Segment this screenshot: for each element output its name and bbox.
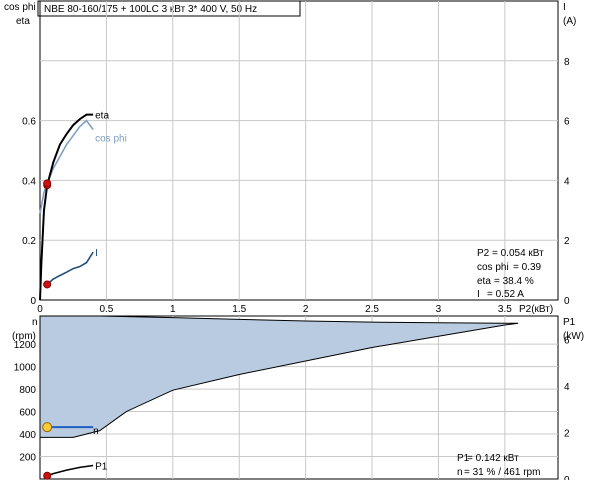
x-tick-label: 2.5 bbox=[365, 304, 379, 315]
top-gridlines bbox=[40, 1, 558, 300]
x-tick-label: 2 bbox=[303, 304, 309, 315]
y-label-rpm: (rpm) bbox=[12, 331, 36, 342]
readout-eta-value: = 38.4 % bbox=[494, 276, 534, 287]
current-operating-point bbox=[43, 280, 52, 289]
bottom-tick-labels: 200 400 600 800 1000 1200 0 2 4 6 bbox=[14, 335, 570, 480]
eta-line bbox=[39, 113, 94, 301]
readout-i-label: I bbox=[477, 289, 480, 300]
current-series-label: I bbox=[95, 248, 98, 259]
y-label-n: n bbox=[32, 317, 38, 328]
readout-n-value: = 31 % / 461 rpm bbox=[464, 467, 540, 478]
x-tick-label: 1 bbox=[170, 304, 176, 315]
operating-point-markers bbox=[42, 179, 53, 480]
y-label-p1: P1 bbox=[563, 317, 576, 328]
x-tick-label: 3 bbox=[436, 304, 442, 315]
x-tick-label: 3.5 bbox=[498, 304, 512, 315]
y-label-i-unit: (A) bbox=[563, 16, 576, 27]
y-tick-label-right: 8 bbox=[564, 57, 570, 68]
y-tick-label-right: 0 bbox=[564, 475, 570, 480]
y-label-kw: (kW) bbox=[563, 331, 584, 342]
speed-range-area bbox=[39, 315, 519, 438]
p1-series-label: P1 bbox=[95, 461, 108, 472]
top-series-lines: eta cos phi I bbox=[39, 111, 127, 301]
y-tick-label-right: 4 bbox=[564, 176, 570, 187]
cos-phi-series-label: cos phi bbox=[95, 134, 127, 145]
y-tick-label-right: 0 bbox=[564, 296, 570, 307]
y-tick-label-left: 0.2 bbox=[22, 236, 36, 247]
y-tick-label-right: 2 bbox=[564, 236, 570, 247]
readout-eta-label: eta bbox=[477, 276, 491, 287]
readout-p1-value: = 0.142 кВт bbox=[467, 453, 519, 464]
readout-n-label: n bbox=[457, 467, 463, 478]
y-tick-label-left: 0.6 bbox=[22, 117, 36, 128]
readout-bottom: P1 = 0.142 кВт n = 31 % / 461 rpm bbox=[457, 453, 540, 478]
p1-operating-point bbox=[43, 471, 52, 480]
speed-operating-point bbox=[42, 422, 53, 433]
y-tick-label-right: 4 bbox=[564, 382, 570, 393]
y-tick-label-left: 1200 bbox=[14, 340, 37, 351]
speed-line-label: n bbox=[93, 426, 99, 437]
y-tick-label-left: 0 bbox=[30, 296, 36, 307]
y-tick-label-left: 0.4 bbox=[22, 176, 36, 187]
p1-line bbox=[46, 464, 94, 477]
readout-i-value: = 0.52 A bbox=[487, 289, 524, 300]
top-plot-frame bbox=[39, 0, 559, 301]
y-tick-label-left: 400 bbox=[19, 430, 36, 441]
chart-title: NBE 80-160/175 + 100LC 3 кВт 3* 400 V, 5… bbox=[44, 4, 257, 15]
x-tick-label: 1.5 bbox=[232, 304, 246, 315]
y-tick-label-right: 6 bbox=[564, 117, 570, 128]
y-label-eta: eta bbox=[16, 16, 30, 27]
readout-cosphi-value: = 0.39 bbox=[513, 262, 542, 273]
y-tick-label-left: 600 bbox=[19, 408, 36, 419]
eta-series-label: eta bbox=[95, 111, 109, 122]
x-tick-label: 0.5 bbox=[99, 304, 113, 315]
y-tick-label-right: 6 bbox=[564, 335, 570, 346]
readout-p2-label: P2 bbox=[477, 248, 490, 259]
x-label-p2: P2(кВт) bbox=[519, 304, 553, 315]
bottom-series-lines: P1 n bbox=[46, 426, 108, 477]
x-tick-label: 0 bbox=[37, 304, 43, 315]
y-label-i: I bbox=[563, 2, 566, 13]
y-tick-label-right: 2 bbox=[564, 428, 570, 439]
y-label-cos-phi: cos phi bbox=[4, 2, 36, 13]
top-tick-labels: 0 0.5 1 1.5 2 2.5 3 3.5 0 2 4 6 8 0 0.2 0.4 0.6 bbox=[22, 57, 570, 315]
speed-range-fill bbox=[39, 315, 519, 438]
readout-cosphi-label: cos phi bbox=[477, 262, 509, 273]
current-line bbox=[46, 251, 94, 286]
readout-p1-label: P1 bbox=[457, 453, 470, 464]
readout-p2-value: = 0.054 кВт bbox=[492, 248, 544, 259]
y-tick-label-left: 200 bbox=[19, 453, 36, 464]
readout-top: P2 = 0.054 кВт cos phi = 0.39 eta = 38.4… bbox=[477, 248, 544, 300]
y-tick-label-left: 800 bbox=[19, 385, 36, 396]
y-tick-label-left: 1000 bbox=[14, 363, 37, 374]
cos-phi-operating-point bbox=[43, 179, 52, 188]
